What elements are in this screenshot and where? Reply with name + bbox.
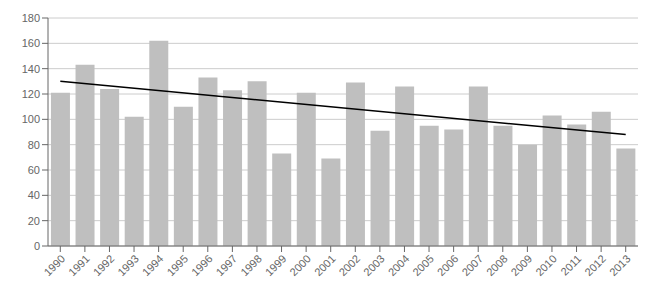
- svg-text:2013: 2013: [607, 252, 633, 278]
- svg-text:2009: 2009: [509, 252, 535, 278]
- svg-text:140: 140: [22, 63, 40, 75]
- svg-text:1993: 1993: [115, 252, 141, 278]
- svg-text:0: 0: [34, 240, 40, 252]
- svg-text:1995: 1995: [164, 252, 190, 278]
- svg-text:2001: 2001: [312, 252, 338, 278]
- svg-text:120: 120: [22, 88, 40, 100]
- svg-text:1998: 1998: [238, 252, 264, 278]
- svg-text:2002: 2002: [336, 252, 362, 278]
- svg-text:1991: 1991: [66, 252, 92, 278]
- svg-text:2006: 2006: [435, 252, 461, 278]
- svg-text:60: 60: [28, 164, 40, 176]
- svg-text:2004: 2004: [386, 252, 412, 278]
- svg-text:40: 40: [28, 189, 40, 201]
- svg-text:2003: 2003: [361, 252, 387, 278]
- svg-text:2007: 2007: [459, 252, 485, 278]
- svg-text:2011: 2011: [558, 252, 583, 277]
- svg-text:1999: 1999: [263, 252, 289, 278]
- svg-text:1994: 1994: [140, 252, 166, 278]
- svg-text:2005: 2005: [410, 252, 436, 278]
- svg-text:2010: 2010: [533, 252, 559, 278]
- svg-text:100: 100: [22, 113, 40, 125]
- svg-text:1997: 1997: [214, 252, 240, 278]
- svg-text:160: 160: [22, 37, 40, 49]
- svg-text:1996: 1996: [189, 252, 215, 278]
- svg-text:1990: 1990: [41, 252, 67, 278]
- svg-text:2012: 2012: [582, 252, 608, 278]
- svg-text:2000: 2000: [287, 252, 313, 278]
- svg-text:1992: 1992: [91, 252, 117, 278]
- svg-text:180: 180: [22, 12, 40, 24]
- svg-text:2008: 2008: [484, 252, 510, 278]
- svg-text:20: 20: [28, 215, 40, 227]
- svg-text:80: 80: [28, 139, 40, 151]
